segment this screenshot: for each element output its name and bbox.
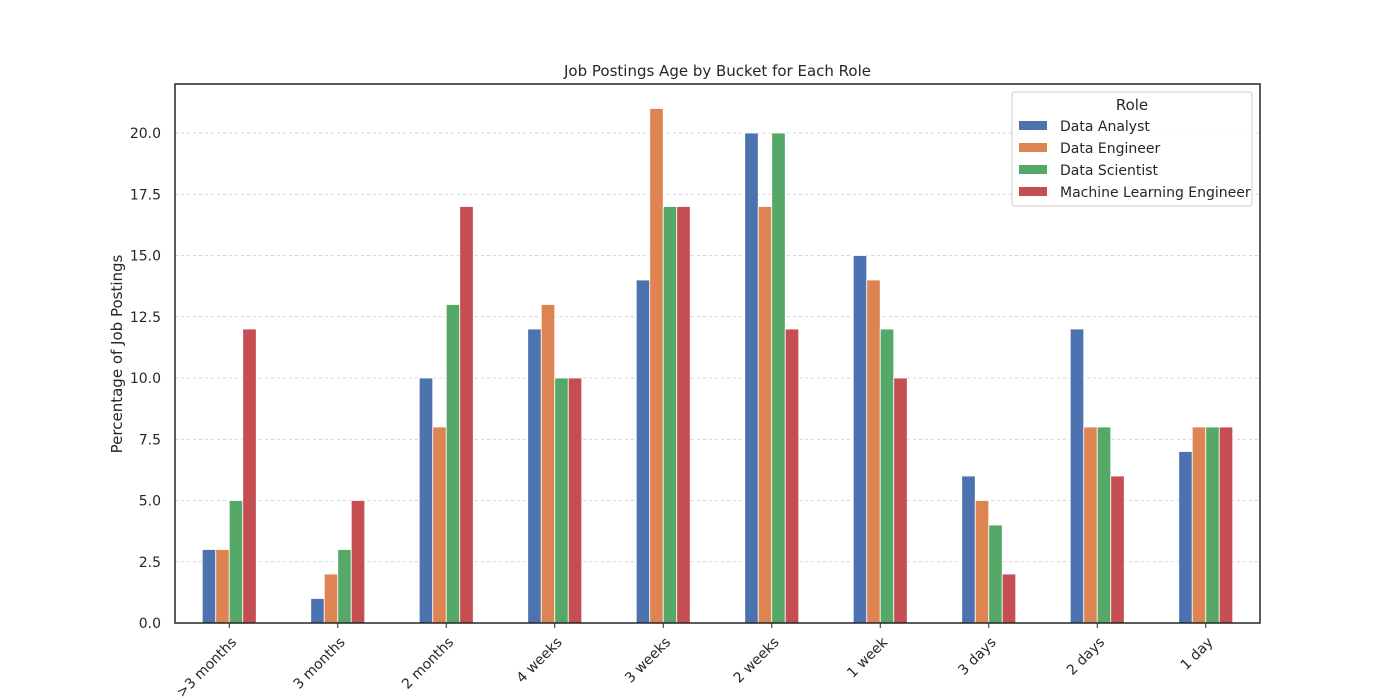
bar-data-analyst <box>201 549 217 624</box>
chart-title: Job Postings Age by Bucket for Each Role <box>563 62 871 80</box>
bar-data-engineer <box>432 426 447 624</box>
bar-data-scientist <box>1096 426 1112 624</box>
bar-data-analyst <box>961 475 976 624</box>
y-tick-label: 12.5 <box>130 310 161 326</box>
bar-data-analyst <box>635 279 651 624</box>
x-tick-label: 3 days <box>955 635 999 679</box>
y-tick-label: 10.0 <box>130 371 161 387</box>
y-tick-label: 17.5 <box>130 187 161 203</box>
bar-machine-learning-engineer <box>676 206 691 624</box>
bar-data-analyst <box>1178 451 1193 624</box>
legend-box <box>1011 91 1253 207</box>
y-tick-label: 7.5 <box>139 432 161 448</box>
legend-swatch <box>1019 187 1047 196</box>
bar-data-scientist <box>879 328 895 624</box>
bar-data-engineer <box>1191 426 1207 624</box>
x-tick-label: 1 week <box>844 634 891 681</box>
bar-data-engineer <box>757 206 773 624</box>
bar-data-engineer <box>540 304 556 624</box>
bars-group <box>201 108 1234 624</box>
bar-machine-learning-engineer <box>784 328 800 624</box>
bar-data-analyst <box>527 328 542 624</box>
bar-data-scientist <box>662 206 678 624</box>
bar-machine-learning-engineer <box>1001 573 1017 624</box>
bar-data-analyst <box>310 598 325 624</box>
y-tick-label: 5.0 <box>139 494 161 510</box>
y-tick-label: 0.0 <box>139 616 161 632</box>
x-tick-label: >3 months <box>174 635 240 700</box>
bar-data-scientist <box>445 304 461 624</box>
legend-swatch <box>1019 165 1047 174</box>
bar-data-engineer <box>974 500 990 624</box>
legend: Role Data Analyst Data Engineer Data Scien… <box>1011 91 1253 207</box>
bar-data-scientist <box>337 549 352 624</box>
bar-data-analyst <box>1069 328 1085 624</box>
plot-frame <box>174 83 1261 624</box>
bar-data-analyst <box>852 255 868 624</box>
legend-label: Machine Learning Engineer <box>1060 185 1251 201</box>
bar-data-scientist <box>554 377 569 624</box>
bar-data-analyst <box>744 132 759 624</box>
legend-title: Role <box>1116 96 1148 114</box>
bar-machine-learning-engineer <box>350 500 366 624</box>
bar-data-engineer <box>866 279 881 624</box>
bar-machine-learning-engineer <box>1110 475 1125 624</box>
x-tick-label: 3 weeks <box>622 635 674 687</box>
x-tick-label: 1 day <box>1178 635 1217 674</box>
bar-data-scientist <box>228 500 244 624</box>
y-tick-label: 2.5 <box>139 555 161 571</box>
bar-data-engineer <box>1083 426 1098 624</box>
x-axis-ticks: >3 months 3 months 2 months 4 weeks 3 weeks 2… <box>174 623 1217 700</box>
bar-data-scientist <box>1205 426 1220 624</box>
y-axis-ticks: 0.0 2.5 5.0 7.5 10.0 12.5 15.0 17.5 20.0 <box>130 126 161 632</box>
bar-machine-learning-engineer <box>567 377 583 624</box>
legend-swatch <box>1019 121 1047 130</box>
bar-machine-learning-engineer <box>242 328 257 624</box>
bar-machine-learning-engineer <box>893 377 908 624</box>
x-tick-label: 3 months <box>291 635 349 693</box>
x-tick-label: 2 months <box>399 635 457 693</box>
bar-data-analyst <box>418 377 434 624</box>
legend-label: Data Engineer <box>1060 141 1160 157</box>
y-tick-label: 20.0 <box>130 126 161 142</box>
legend-items: Data Analyst Data Engineer Data Scientist M… <box>1019 119 1251 201</box>
bar-data-engineer <box>649 108 664 624</box>
bar-machine-learning-engineer <box>1218 426 1234 624</box>
bar-data-scientist <box>988 524 1003 624</box>
x-tick-label: 2 weeks <box>731 635 783 687</box>
bar-data-engineer <box>323 573 339 624</box>
y-tick-label: 15.0 <box>130 249 161 265</box>
legend-label: Data Scientist <box>1060 163 1159 179</box>
bar-data-scientist <box>771 132 786 624</box>
bar-data-engineer <box>215 549 230 624</box>
y-axis-label: Percentage of Job Postings <box>108 254 126 453</box>
legend-label: Data Analyst <box>1060 119 1150 135</box>
x-tick-label: 4 weeks <box>514 635 566 687</box>
x-tick-label: 2 days <box>1064 635 1108 679</box>
bar-machine-learning-engineer <box>459 206 474 624</box>
legend-swatch <box>1019 143 1047 152</box>
